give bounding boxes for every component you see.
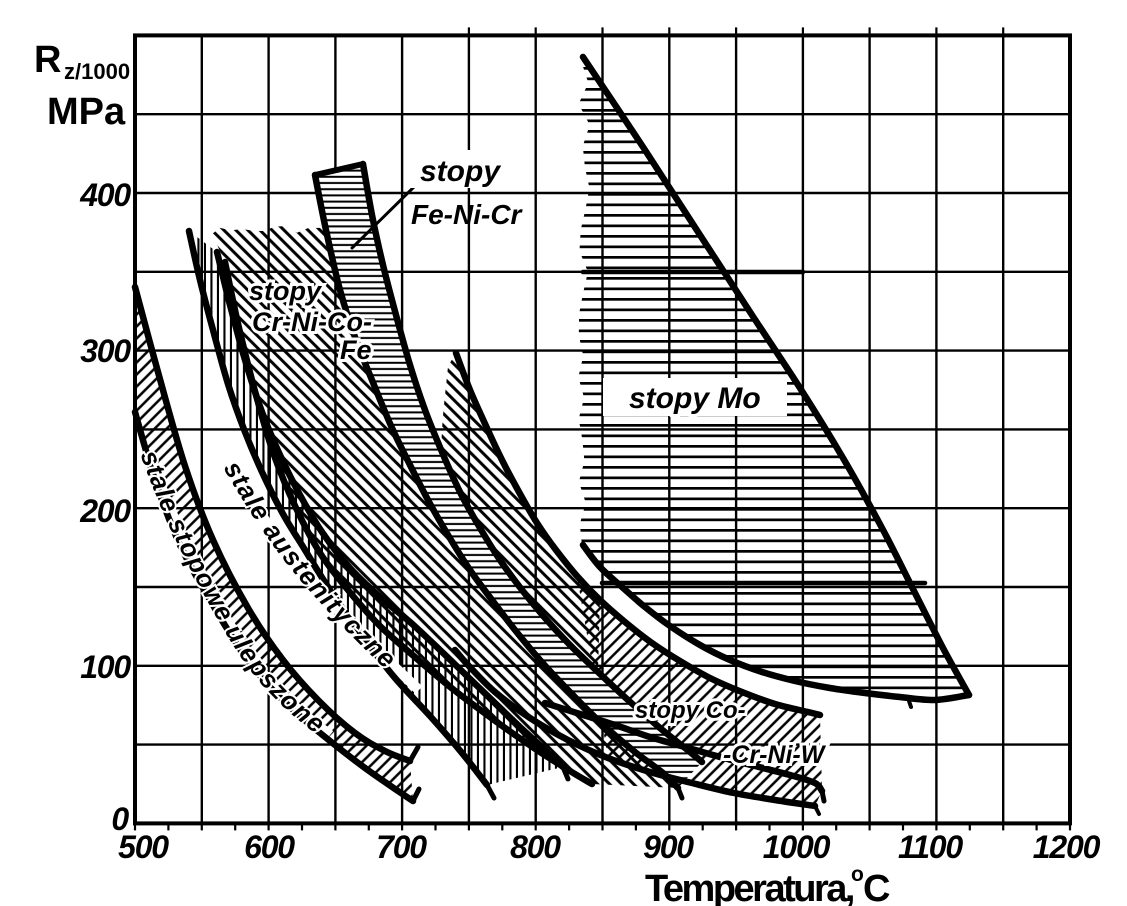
svg-text:z/1000: z/1000 (64, 59, 130, 84)
svg-text:500: 500 (118, 829, 169, 865)
svg-text:700: 700 (376, 829, 427, 865)
svg-text:-Cr-Ni-W: -Cr-Ni-W (723, 741, 827, 769)
svg-text:400: 400 (79, 177, 131, 213)
svg-text:stopy: stopy (420, 155, 501, 188)
svg-text:Cr-Ni-Co-: Cr-Ni-Co- (252, 307, 372, 337)
svg-text:1000: 1000 (763, 829, 831, 865)
svg-text:MPa: MPa (47, 91, 126, 133)
svg-text:stopy: stopy (249, 276, 323, 306)
svg-text:Fe: Fe (340, 335, 372, 365)
svg-text:Temperatura,: Temperatura, (645, 868, 854, 906)
svg-text:o: o (851, 863, 864, 886)
svg-text:100: 100 (80, 649, 131, 685)
svg-text:1200: 1200 (1033, 829, 1101, 865)
svg-text:600: 600 (244, 829, 295, 865)
svg-text:0: 0 (111, 801, 129, 837)
svg-text:R: R (34, 39, 61, 81)
svg-text:1100: 1100 (898, 829, 963, 865)
svg-text:200: 200 (79, 493, 131, 529)
svg-text:800: 800 (510, 829, 561, 865)
svg-text:C: C (863, 868, 890, 906)
svg-text:stopy Mo: stopy Mo (629, 382, 761, 415)
svg-text:Fe-Ni-Cr: Fe-Ni-Cr (411, 199, 524, 230)
svg-text:300: 300 (80, 333, 131, 369)
svg-text:900: 900 (643, 829, 694, 865)
svg-text:stopy Co-: stopy Co- (635, 697, 746, 724)
